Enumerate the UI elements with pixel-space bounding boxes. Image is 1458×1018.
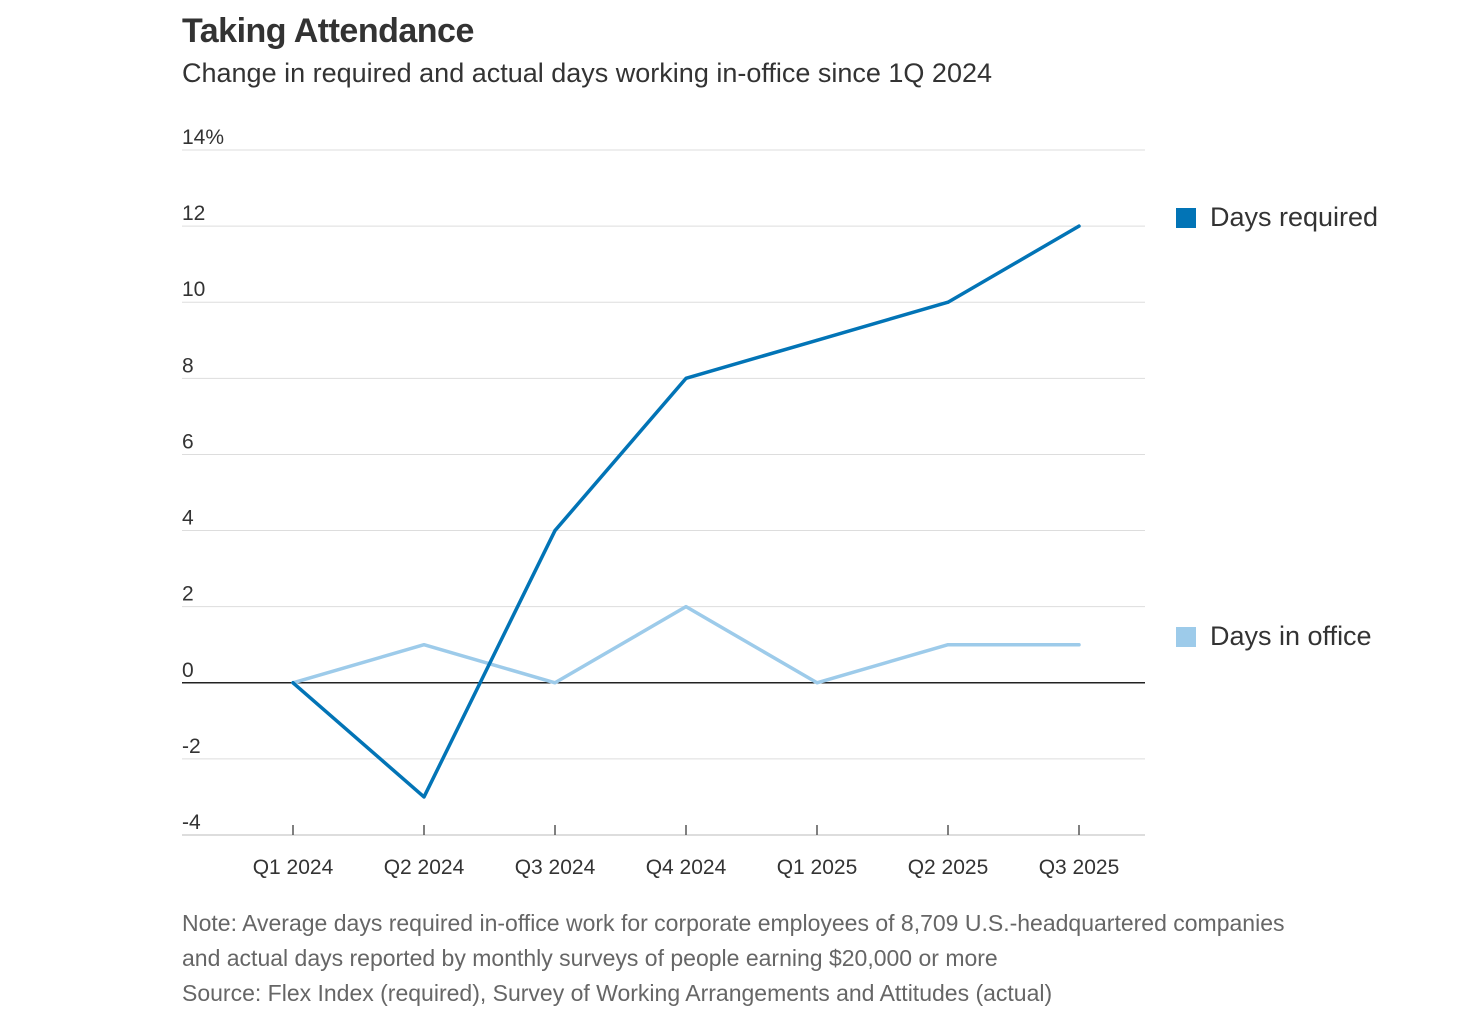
series-point-days-required-4	[815, 338, 819, 342]
y-tick-label-0: 0	[182, 659, 194, 682]
chart-title: Taking Attendance	[182, 12, 474, 50]
source-line: Source: Flex Index (required), Survey of…	[182, 980, 1053, 1006]
chart-subtitle: Change in required and actual days worki…	[182, 58, 992, 88]
y-axis-tick-labels: 14% 12 10 8 6 4 2 0 -2 -4	[182, 126, 224, 834]
series-lines	[291, 224, 1081, 799]
series-point-days-required-3	[684, 376, 688, 380]
chart-footnote: Note: Average days required in-office wo…	[182, 906, 1422, 1011]
x-axis-ticks: Q1 2024 Q2 2024 Q3 2024 Q4 2024 Q1 2025 Q2 20…	[253, 825, 1120, 879]
y-tick-label-6: 6	[182, 430, 194, 453]
note-line-1: Note: Average days required in-office wo…	[182, 910, 1285, 936]
legend-item-days-required: Days required	[1176, 202, 1378, 233]
y-tick-label-12: 12	[182, 202, 205, 225]
legend-swatch-days-required	[1176, 207, 1196, 228]
series-point-days-required-1	[422, 795, 426, 799]
series-point-days-in-office-6	[1077, 643, 1081, 647]
legend-swatch-days-in-office	[1176, 626, 1196, 647]
y-tick-label--4: -4	[182, 811, 201, 834]
series-point-days-required-2	[553, 529, 557, 533]
x-tick-label-2: Q3 2024	[515, 856, 596, 879]
y-tick-label-2: 2	[182, 583, 194, 606]
series-line-days-in-office	[291, 604, 1081, 685]
y-tick-label-14: 14%	[182, 126, 224, 149]
series-point-days-in-office-3	[684, 605, 688, 609]
y-tick-label-4: 4	[182, 507, 194, 530]
x-tick-label-4: Q1 2025	[777, 856, 858, 879]
legend-label-days-required: Days required	[1210, 202, 1379, 232]
x-tick-label-6: Q3 2025	[1039, 856, 1120, 879]
series-line-days-required	[291, 224, 1081, 799]
legend-item-days-in-office: Days in office	[1176, 621, 1372, 652]
x-tick-label-1: Q2 2024	[384, 856, 465, 879]
y-tick-label-10: 10	[182, 278, 205, 301]
y-tick-label-8: 8	[182, 354, 194, 377]
x-tick-label-3: Q4 2024	[646, 856, 727, 879]
note-line-2: and actual days reported by monthly surv…	[182, 945, 998, 971]
series-point-days-required-0	[291, 681, 295, 685]
series-point-days-in-office-1	[422, 643, 426, 647]
series-point-days-required-5	[946, 300, 950, 304]
series-point-days-in-office-5	[946, 643, 950, 647]
series-point-days-required-6	[1077, 224, 1081, 228]
legend-label-days-in-office: Days in office	[1210, 621, 1372, 651]
grid-lines	[182, 149, 1145, 836]
y-tick-label--2: -2	[182, 735, 201, 758]
series-point-days-in-office-2	[553, 681, 557, 685]
series-point-days-in-office-4	[815, 681, 819, 685]
x-tick-label-0: Q1 2024	[253, 856, 334, 879]
x-tick-label-5: Q2 2025	[908, 856, 989, 879]
